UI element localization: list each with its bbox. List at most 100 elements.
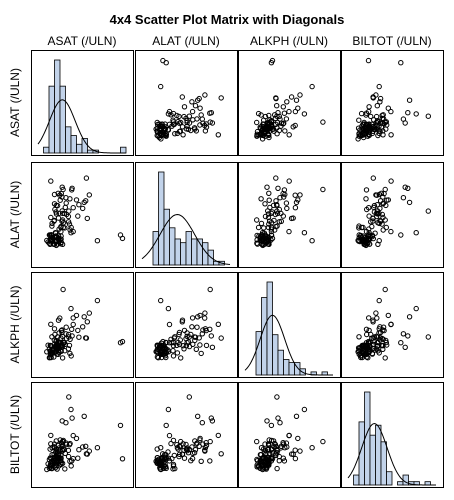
data-point <box>203 342 210 349</box>
panel-asat-uln-vs-alkph-uln <box>238 50 341 156</box>
data-point <box>380 194 386 200</box>
data-point <box>258 220 265 227</box>
data-point <box>290 451 296 457</box>
data-point <box>183 441 189 448</box>
data-point <box>156 344 162 350</box>
data-point <box>215 132 222 138</box>
data-point <box>192 103 199 109</box>
data-point <box>359 346 365 352</box>
data-point <box>297 92 303 98</box>
data-point <box>280 121 286 127</box>
data-point <box>273 198 279 204</box>
data-point <box>196 95 202 102</box>
data-point <box>94 238 101 244</box>
data-point <box>281 187 288 193</box>
panel-alat-uln-vs-biltot-uln <box>341 162 444 268</box>
histogram-bar <box>152 231 159 266</box>
data-point <box>186 334 193 340</box>
data-point <box>269 235 276 242</box>
data-point <box>356 131 362 137</box>
data-point <box>180 441 186 447</box>
data-point <box>186 394 193 400</box>
data-point <box>194 324 200 330</box>
data-point <box>70 432 76 439</box>
data-point <box>166 321 173 328</box>
data-point <box>158 297 164 304</box>
data-point <box>76 202 82 208</box>
data-point <box>181 104 188 110</box>
data-point <box>53 234 59 241</box>
data-point <box>274 450 280 456</box>
data-point <box>83 198 89 204</box>
data-point <box>207 326 213 332</box>
normal-density-curve <box>347 422 436 486</box>
data-point <box>59 333 66 339</box>
data-point <box>273 443 279 449</box>
histogram-bar <box>163 208 170 266</box>
data-point <box>51 218 57 224</box>
data-point <box>59 184 65 190</box>
data-point <box>179 94 186 100</box>
data-point <box>56 349 62 356</box>
data-point <box>59 418 65 424</box>
data-point <box>58 327 64 334</box>
data-point <box>301 406 308 413</box>
panel-asat-uln-vs-alat-uln <box>135 50 238 156</box>
data-point <box>273 95 279 101</box>
data-point <box>54 334 61 340</box>
data-point <box>49 350 55 356</box>
data-point <box>192 447 199 453</box>
column-label-alat-uln: ALAT (/ULN) <box>152 34 220 48</box>
data-point <box>405 333 411 339</box>
data-point <box>81 413 87 419</box>
data-point <box>388 108 394 115</box>
data-point <box>63 324 69 330</box>
data-point <box>48 178 54 184</box>
data-point <box>371 117 377 123</box>
data-point <box>369 121 375 128</box>
data-point <box>209 344 216 350</box>
data-point <box>193 346 200 352</box>
data-point <box>371 202 378 209</box>
data-point <box>68 463 74 469</box>
data-point <box>358 224 365 231</box>
data-point <box>48 321 54 327</box>
data-point <box>189 99 195 105</box>
data-point <box>161 459 167 465</box>
data-point <box>69 415 75 421</box>
data-point <box>203 124 210 130</box>
data-point <box>425 208 431 214</box>
panel-alkph-uln-vs-asat-uln <box>31 272 134 378</box>
data-point <box>385 197 391 203</box>
data-point <box>388 321 394 327</box>
data-point <box>165 455 172 461</box>
data-point <box>165 406 172 413</box>
data-point <box>53 337 59 344</box>
data-point <box>189 444 195 450</box>
data-point <box>359 238 365 244</box>
data-point <box>199 116 206 122</box>
data-point <box>356 334 362 340</box>
data-point <box>367 344 373 350</box>
data-point <box>161 346 167 352</box>
data-point <box>170 437 177 444</box>
data-point <box>63 200 69 206</box>
histogram-bar <box>180 242 187 266</box>
data-point <box>363 350 369 357</box>
panel-frame <box>341 272 444 378</box>
data-point <box>366 236 373 243</box>
data-point <box>62 450 69 457</box>
data-point <box>179 317 186 323</box>
panel-biltot-uln-vs-asat-uln <box>31 382 134 488</box>
data-point <box>186 113 193 119</box>
data-point <box>200 441 206 447</box>
data-point <box>380 324 387 330</box>
data-point <box>286 108 292 115</box>
data-point <box>264 120 270 126</box>
data-point <box>48 441 54 447</box>
data-point <box>170 353 177 359</box>
data-point <box>176 120 183 126</box>
data-point <box>76 334 82 340</box>
data-point <box>52 458 58 464</box>
data-point <box>194 116 200 122</box>
